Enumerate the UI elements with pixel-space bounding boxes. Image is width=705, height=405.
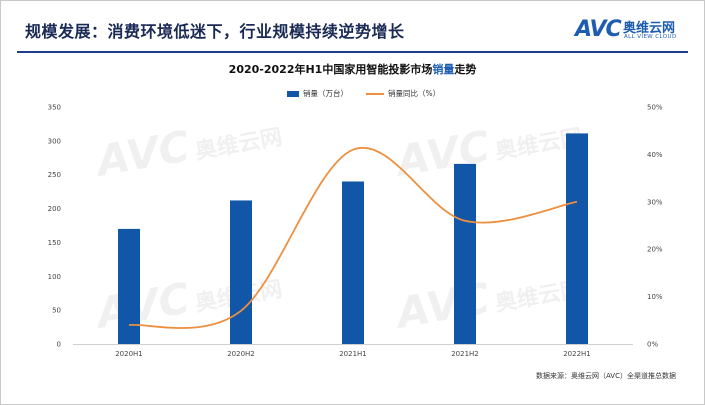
legend-swatch-bar — [287, 90, 299, 97]
header-divider — [17, 51, 688, 53]
x-axis-tick-label: 2021H1 — [339, 350, 367, 358]
yoy-line — [128, 146, 578, 329]
sales-bar — [230, 200, 252, 344]
chart-legend: 销量（万台） 销量同比（%） — [287, 88, 440, 99]
logo-word: AVC — [575, 17, 622, 42]
legend-label-yoy: 销量同比（%） — [388, 89, 441, 98]
right-axis-tick-label: 30% — [647, 198, 663, 206]
left-axis-tick-label: 350 — [48, 104, 61, 112]
right-axis-tick-label: 40% — [647, 151, 663, 159]
avc-logo: AVC 奥维云网 ALL VIEW CLOUD — [575, 15, 687, 47]
chart-title: 2020-2022年H1中国家用智能投影市场销量走势 — [1, 61, 704, 77]
sales-bar — [566, 133, 588, 344]
sales-bar — [118, 228, 140, 344]
sales-bar — [454, 163, 476, 344]
left-axis-tick-label: 250 — [48, 171, 61, 179]
logo-chinese-name: 奥维云网 — [623, 21, 676, 36]
sales-bar — [342, 181, 364, 344]
left-axis-tick-label: 300 — [48, 137, 61, 145]
chart-title-prefix: 2020-2022年H1中国家用智能投影市场 — [228, 63, 433, 76]
chart-title-highlight: 销量 — [432, 63, 455, 76]
left-axis-tick-label: 150 — [48, 239, 61, 247]
left-axis-tick-label: 200 — [48, 205, 61, 213]
page-title: 规模发展：消费环境低迷下，行业规模持续逆势增长 — [25, 22, 405, 41]
left-axis-tick-label: 0 — [57, 341, 61, 349]
legend-label-sales: 销量（万台） — [303, 89, 348, 98]
x-axis-tick-label: 2022H1 — [563, 350, 591, 358]
right-axis-tick-label: 50% — [647, 104, 663, 112]
left-axis-tick-label: 50 — [52, 307, 61, 315]
source-note: 数据来源：奥维云网（AVC）全渠道推总数据 — [535, 372, 676, 380]
right-axis-tick-label: 10% — [647, 293, 663, 301]
left-axis-tick-label: 100 — [48, 273, 61, 281]
right-axis-tick-label: 20% — [647, 246, 663, 254]
legend-swatch-line — [366, 92, 384, 95]
x-axis-tick-label: 2021H2 — [451, 350, 479, 358]
x-axis-tick-label: 2020H1 — [115, 350, 143, 358]
logo-english-name: ALL VIEW CLOUD — [624, 34, 677, 40]
right-axis-tick-label: 0% — [647, 341, 658, 349]
x-axis-tick-label: 2020H2 — [227, 350, 255, 358]
chart-title-suffix: 走势 — [454, 63, 477, 76]
